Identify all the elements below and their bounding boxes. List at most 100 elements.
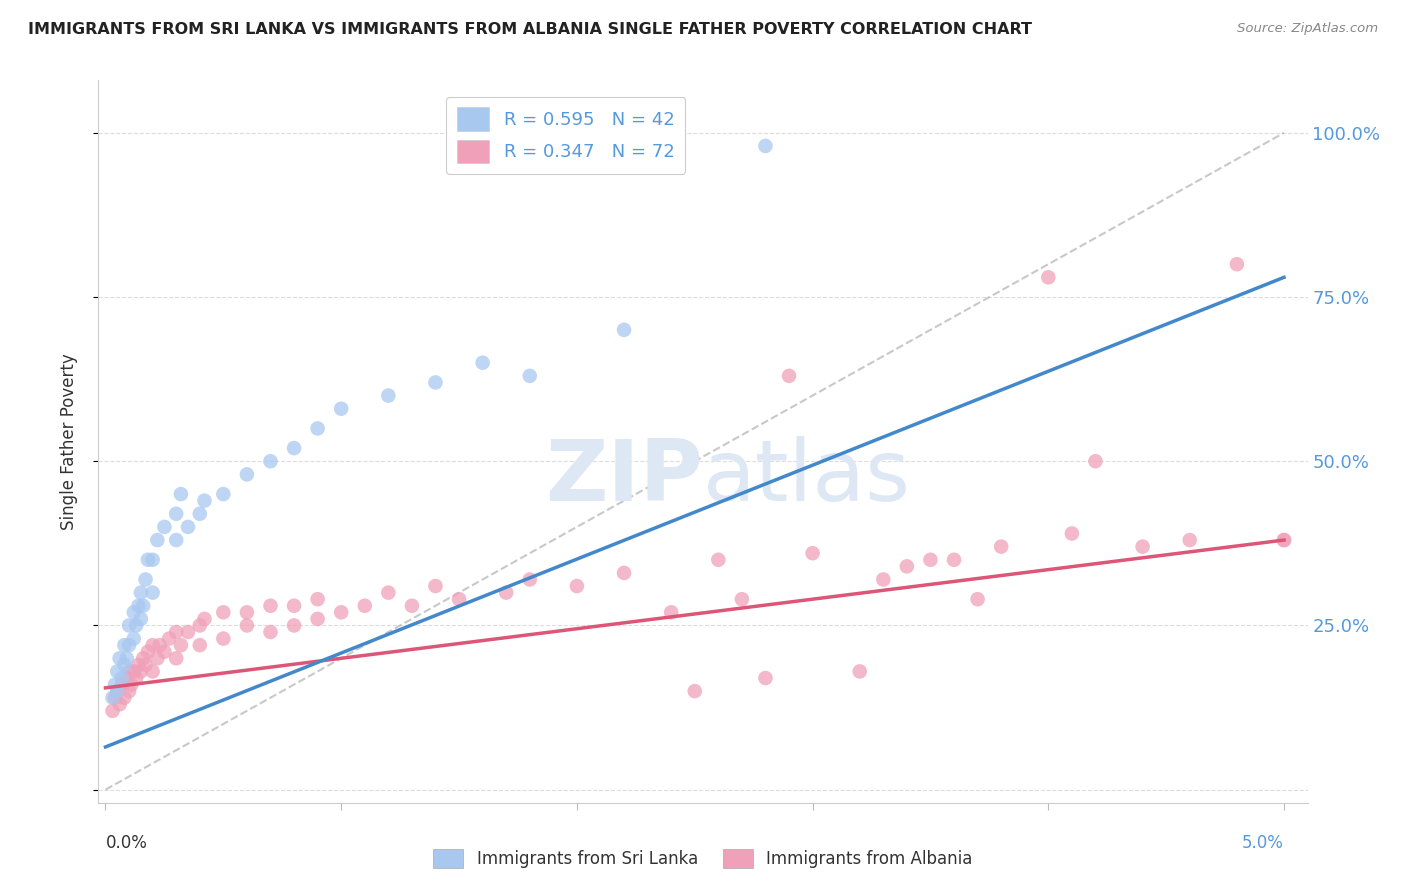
Legend: R = 0.595   N = 42, R = 0.347   N = 72: R = 0.595 N = 42, R = 0.347 N = 72: [446, 96, 685, 174]
Point: [136, 553, 159, 567]
Point: [990, 540, 1012, 554]
Point: [170, 638, 193, 652]
Point: [132, 651, 155, 665]
Point: [165, 625, 187, 640]
Point: [120, 677, 142, 691]
Point: [307, 612, 329, 626]
Point: [259, 599, 281, 613]
Point: [778, 368, 800, 383]
Point: [146, 651, 169, 665]
Point: [330, 401, 353, 416]
Point: [212, 605, 235, 619]
Point: [111, 671, 134, 685]
Point: [127, 599, 149, 613]
Text: atlas: atlas: [703, 436, 911, 519]
Point: [519, 573, 541, 587]
Point: [896, 559, 918, 574]
Point: [236, 605, 259, 619]
Point: [104, 690, 127, 705]
Legend: Immigrants from Sri Lanka, Immigrants from Albania: Immigrants from Sri Lanka, Immigrants fr…: [426, 843, 980, 875]
Point: [101, 690, 124, 705]
Point: [659, 605, 682, 619]
Point: [122, 605, 145, 619]
Point: [146, 533, 169, 547]
Point: [105, 665, 128, 679]
Point: [122, 632, 145, 646]
Point: [754, 139, 776, 153]
Point: [115, 671, 138, 685]
Point: [565, 579, 588, 593]
Point: [1178, 533, 1201, 547]
Point: [966, 592, 988, 607]
Point: [401, 599, 423, 613]
Point: [613, 323, 636, 337]
Point: [495, 585, 517, 599]
Point: [108, 651, 131, 665]
Point: [165, 507, 187, 521]
Point: [236, 618, 259, 632]
Point: [212, 632, 235, 646]
Point: [377, 585, 399, 599]
Point: [142, 585, 165, 599]
Point: [283, 599, 305, 613]
Point: [377, 388, 399, 402]
Point: [104, 677, 127, 691]
Point: [188, 618, 211, 632]
Point: [108, 698, 131, 712]
Point: [136, 645, 159, 659]
Point: [259, 625, 281, 640]
Point: [471, 356, 494, 370]
Point: [425, 579, 447, 593]
Point: [707, 553, 730, 567]
Point: [754, 671, 776, 685]
Point: [1272, 533, 1295, 547]
Point: [259, 454, 281, 468]
Point: [149, 638, 172, 652]
Point: [177, 625, 200, 640]
Point: [142, 665, 165, 679]
Point: [613, 566, 636, 580]
Text: 5.0%: 5.0%: [1241, 834, 1284, 852]
Point: [112, 690, 135, 705]
Point: [118, 684, 141, 698]
Point: [1272, 533, 1295, 547]
Point: [118, 618, 141, 632]
Point: [519, 368, 541, 383]
Point: [129, 665, 152, 679]
Point: [129, 585, 152, 599]
Point: [135, 657, 157, 672]
Point: [101, 704, 124, 718]
Point: [283, 441, 305, 455]
Point: [920, 553, 942, 567]
Point: [118, 665, 141, 679]
Point: [1226, 257, 1249, 271]
Point: [801, 546, 824, 560]
Point: [193, 493, 215, 508]
Point: [118, 638, 141, 652]
Point: [129, 612, 152, 626]
Point: [105, 684, 128, 698]
Point: [1038, 270, 1060, 285]
Point: [425, 376, 447, 390]
Point: [132, 599, 155, 613]
Point: [193, 612, 215, 626]
Point: [307, 421, 329, 435]
Point: [112, 657, 135, 672]
Text: 0.0%: 0.0%: [105, 834, 148, 852]
Point: [1084, 454, 1107, 468]
Point: [153, 645, 176, 659]
Point: [283, 618, 305, 632]
Point: [212, 487, 235, 501]
Point: [135, 573, 157, 587]
Point: [848, 665, 870, 679]
Point: [683, 684, 706, 698]
Point: [447, 592, 470, 607]
Point: [236, 467, 259, 482]
Point: [111, 677, 134, 691]
Text: IMMIGRANTS FROM SRI LANKA VS IMMIGRANTS FROM ALBANIA SINGLE FATHER POVERTY CORRE: IMMIGRANTS FROM SRI LANKA VS IMMIGRANTS …: [28, 22, 1032, 37]
Y-axis label: Single Father Poverty: Single Father Poverty: [59, 353, 77, 530]
Point: [353, 599, 375, 613]
Point: [1060, 526, 1083, 541]
Point: [188, 638, 211, 652]
Point: [115, 651, 138, 665]
